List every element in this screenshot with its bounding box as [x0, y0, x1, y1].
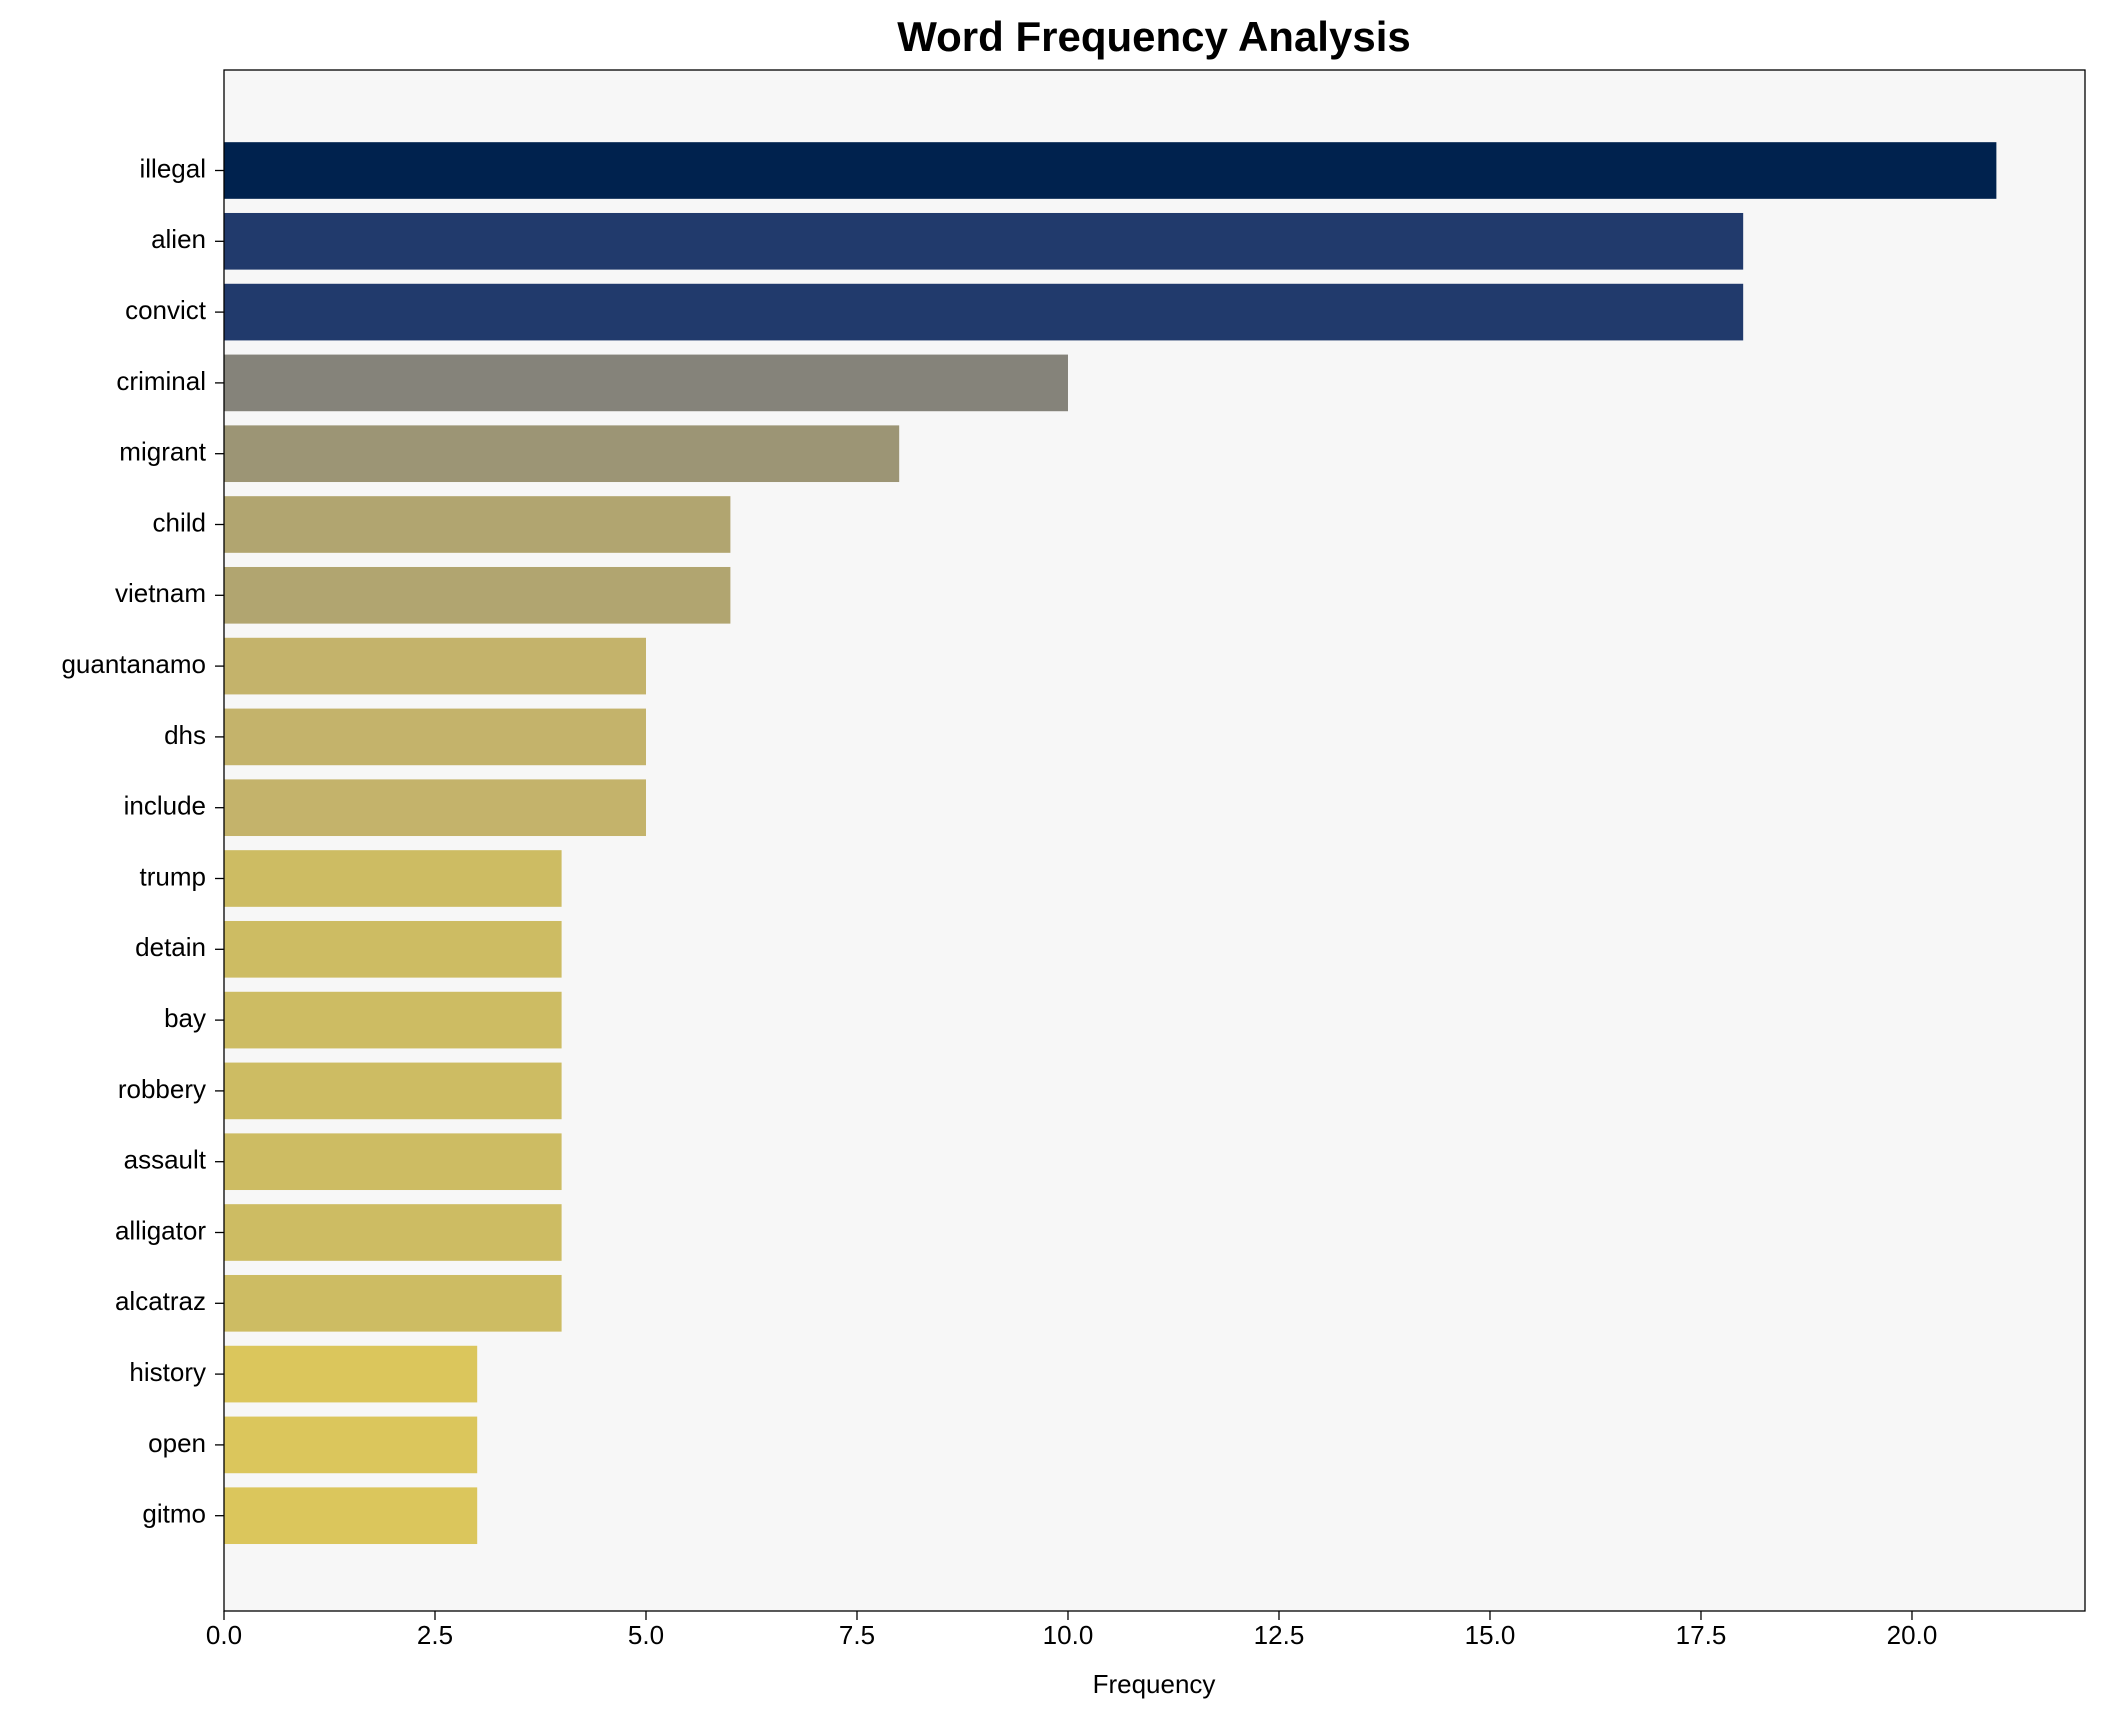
y-tick-label: alligator [115, 1215, 206, 1245]
y-tick-label: assault [124, 1145, 207, 1175]
bar [224, 708, 646, 766]
x-tick-label: 2.5 [417, 1620, 453, 1650]
bar [224, 283, 1744, 341]
x-tick-label: 7.5 [839, 1620, 875, 1650]
bar [224, 142, 1997, 199]
y-tick-label: include [124, 791, 206, 821]
bar [224, 1416, 478, 1474]
y-tick-label: migrant [119, 437, 206, 467]
bar [224, 212, 1744, 270]
bar [224, 637, 646, 695]
y-tick-label: alien [151, 224, 206, 254]
y-tick-label: robbery [118, 1074, 206, 1104]
bar [224, 425, 900, 483]
x-tick-label: 10.0 [1043, 1620, 1094, 1650]
y-tick-label: detain [135, 932, 206, 962]
bar [224, 1062, 562, 1120]
x-tick-label: 20.0 [1887, 1620, 1938, 1650]
y-tick-label: illegal [140, 153, 207, 183]
bar [224, 1274, 562, 1332]
bar [224, 920, 562, 978]
bar [224, 566, 731, 624]
bar [224, 496, 731, 553]
y-tick-label: dhs [164, 720, 206, 750]
x-tick-label: 0.0 [206, 1620, 242, 1650]
bar [224, 850, 562, 907]
y-tick-label: alcatraz [115, 1286, 206, 1316]
y-tick-label: open [148, 1428, 206, 1458]
x-axis-label: Frequency [1093, 1669, 1216, 1699]
y-tick-label: trump [140, 861, 206, 891]
y-tick-label: convict [125, 295, 207, 325]
bar [224, 1133, 562, 1191]
bar [224, 779, 646, 837]
y-tick-label: history [129, 1357, 206, 1387]
bar [224, 991, 562, 1049]
x-tick-label: 15.0 [1465, 1620, 1516, 1650]
axes-frame [223, 69, 2086, 1612]
y-tick-label: bay [164, 1003, 206, 1033]
y-tick-label: child [153, 507, 206, 537]
x-tick-label: 17.5 [1676, 1620, 1727, 1650]
y-tick-label: guantanamo [61, 649, 206, 679]
bar [224, 1345, 478, 1403]
y-tick-label: vietnam [115, 578, 206, 608]
y-tick-label: criminal [116, 366, 206, 396]
y-tick-label: gitmo [142, 1499, 206, 1529]
x-tick-label: 12.5 [1254, 1620, 1305, 1650]
bar [224, 1487, 478, 1545]
bar [224, 1204, 562, 1261]
chart-title: Word Frequency Analysis [897, 13, 1410, 60]
bar [224, 354, 1068, 412]
x-tick-label: 5.0 [628, 1620, 664, 1650]
